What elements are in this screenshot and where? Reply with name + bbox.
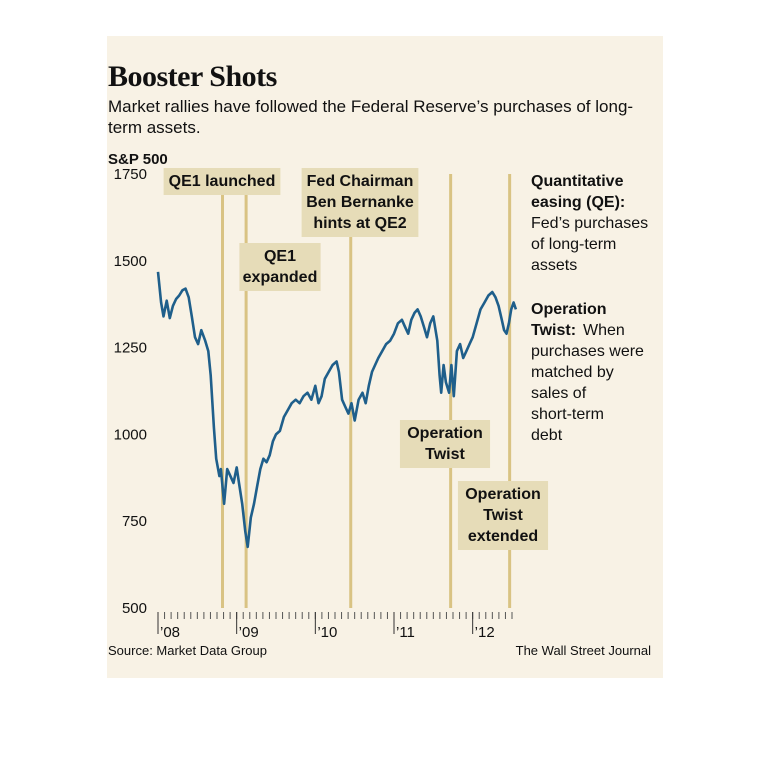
legend-term: Operation [531, 301, 607, 318]
event-label: Fed Chairman [307, 173, 414, 190]
legend-description: short-term [531, 406, 604, 423]
event-label-box [163, 168, 281, 195]
legend-description: When [583, 322, 625, 339]
x-tick-label: ’09 [239, 624, 259, 641]
credit-note: The Wall Street Journal [515, 643, 651, 658]
sp500-series-line [156, 271, 518, 549]
chart-panel [107, 36, 663, 678]
event-label-box [399, 420, 491, 468]
event-label-box [239, 243, 321, 291]
source-note: Source: Market Data Group [108, 643, 267, 658]
legend-description: assets [531, 257, 577, 274]
legend-description: purchases were [531, 343, 644, 360]
event-label: QE1 [264, 248, 296, 265]
legend-term: easing (QE): [531, 194, 625, 211]
event-label: hints at QE2 [313, 215, 406, 232]
event-label: Ben Bernanke [306, 194, 414, 211]
event-label-box [301, 168, 419, 237]
x-tick-label: ’10 [317, 624, 337, 641]
y-tick-label: 1750 [114, 166, 147, 183]
axis-layer: 500 750 1000 1250 1500 1750 ’08 ’09 ’10 ’11 ’12 [114, 166, 513, 641]
y-tick-label: 1000 [114, 426, 147, 443]
legend-description: of long-term [531, 236, 616, 253]
x-tick-label: ’11 [396, 624, 415, 641]
legend-description: sales of [531, 385, 587, 402]
chart-title: Booster Shots [108, 60, 277, 93]
series-layer [156, 271, 518, 549]
chart-subtitle: Market rallies have followed the Federal… [108, 97, 634, 137]
y-axis-label: S&P 500 [108, 151, 168, 168]
event-label-box [457, 481, 549, 550]
legend-description: debt [531, 427, 563, 444]
legend-layer: Quantitative easing (QE): Fed’s purchases o… [531, 173, 648, 444]
legend-description: Fed’s purchases [531, 215, 648, 232]
event-label: expanded [243, 269, 318, 286]
event-label-layer: QE1 launched QE1 expanded Fed Chairman Ben B… [163, 168, 549, 550]
y-tick-label: 750 [122, 513, 147, 530]
event-label: Twist [425, 446, 465, 463]
x-tick-label: ’12 [475, 624, 495, 641]
event-label: Twist [483, 507, 523, 524]
y-tick-label: 1250 [114, 340, 147, 357]
legend-description: matched by [531, 364, 614, 381]
event-label: Operation [407, 425, 483, 442]
y-tick-label: 1500 [114, 253, 147, 270]
y-tick-label: 500 [122, 600, 147, 617]
legend-term: Twist: [531, 322, 576, 339]
x-tick-label: ’08 [160, 624, 180, 641]
event-label: QE1 launched [169, 173, 276, 190]
event-label: Operation [465, 486, 541, 503]
legend-term: Quantitative [531, 173, 624, 190]
event-label: extended [468, 528, 538, 545]
